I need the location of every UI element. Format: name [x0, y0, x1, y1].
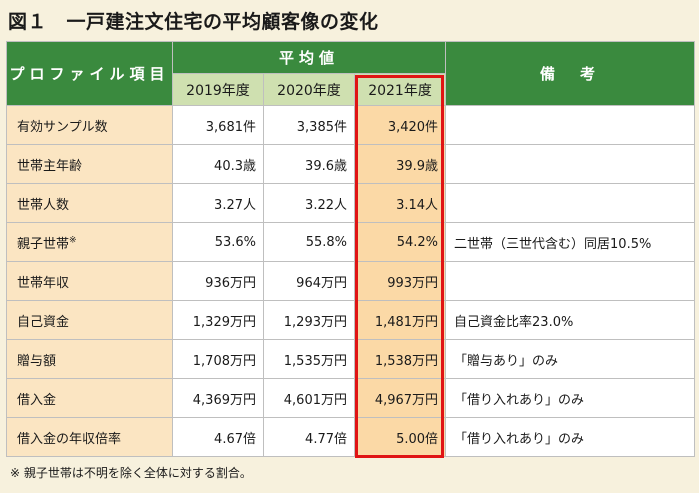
table-row: 世帯主年齢 40.3歳 39.6歳 39.9歳 — [6, 144, 696, 184]
value-2021: 1,538万円 — [353, 339, 447, 379]
remark-cell: 「贈与あり」のみ — [445, 339, 696, 379]
value-2021: 1,481万円 — [353, 300, 447, 340]
footnote-marker: ※ — [69, 235, 77, 246]
remark-cell: 自己資金比率23.0% — [445, 300, 696, 340]
row-label-text: 世帯人数 — [17, 197, 70, 213]
remark-cell: 二世帯（三世代含む）同居10.5% — [445, 222, 696, 262]
row-label-text: 贈与額 — [17, 353, 57, 369]
row-label-text: 借入金の年収倍率 — [17, 431, 122, 447]
remark-cell: 「借り入れあり」のみ — [445, 417, 696, 457]
header-year-2019: 2019年度 — [172, 73, 264, 106]
row-label: 自己資金 — [6, 300, 173, 340]
row-label: 世帯年収 — [6, 261, 173, 301]
footnote: ※ 親子世帯は不明を除く全体に対する割合。 — [10, 466, 252, 480]
table-row: 親子世帯※ 53.6% 55.8% 54.2% 二世帯（三世代含む）同居10.5% — [6, 222, 696, 262]
table-row: 世帯人数 3.27人 3.22人 3.14人 — [6, 183, 696, 223]
table-row: 自己資金 1,329万円 1,293万円 1,481万円 自己資金比率23.0% — [6, 300, 696, 340]
value-2020: 3,385件 — [263, 105, 355, 145]
value-2019: 4.67倍 — [172, 417, 264, 457]
customer-profile-table: プロファイル項目 平均値 備 考 2019年度 2020年度 2021年度 有効… — [6, 41, 696, 457]
value-2019: 1,329万円 — [172, 300, 264, 340]
value-2020: 39.6歳 — [263, 144, 355, 184]
value-2021: 39.9歳 — [353, 144, 447, 184]
header-year-2021: 2021年度 — [353, 73, 447, 106]
header-average: 平均値 — [171, 41, 447, 74]
remark-cell — [445, 183, 696, 223]
value-2020: 1,293万円 — [263, 300, 355, 340]
value-2020: 964万円 — [263, 261, 355, 301]
value-2021: 3.14人 — [353, 183, 447, 223]
row-label-text: 世帯主年齢 — [17, 158, 83, 174]
remark-cell — [445, 261, 696, 301]
value-2019: 40.3歳 — [172, 144, 264, 184]
row-label-text: 借入金 — [17, 392, 57, 408]
row-label-text: 自己資金 — [17, 314, 70, 330]
table-row: 世帯年収 936万円 964万円 993万円 — [6, 261, 696, 301]
value-2020: 4,601万円 — [263, 378, 355, 418]
row-label: 世帯主年齢 — [6, 144, 173, 184]
table-row: 贈与額 1,708万円 1,535万円 1,538万円 「贈与あり」のみ — [6, 339, 696, 379]
header-remarks: 備 考 — [445, 41, 696, 106]
header-profile-item: プロファイル項目 — [6, 41, 173, 106]
table-row: 借入金の年収倍率 4.67倍 4.77倍 5.00倍 「借り入れあり」のみ — [6, 417, 696, 457]
value-2019: 1,708万円 — [172, 339, 264, 379]
value-2021: 993万円 — [353, 261, 447, 301]
row-label-text: 世帯年収 — [17, 275, 70, 291]
row-label: 贈与額 — [6, 339, 173, 379]
table-row: 有効サンプル数 3,681件 3,385件 3,420件 — [6, 105, 696, 145]
row-label: 借入金の年収倍率 — [6, 417, 173, 457]
figure-title: 図１ 一戸建注文住宅の平均顧客像の変化 — [8, 11, 379, 33]
value-2020: 4.77倍 — [263, 417, 355, 457]
row-label-text: 有効サンプル数 — [17, 119, 108, 135]
value-2019: 936万円 — [172, 261, 264, 301]
row-label: 親子世帯※ — [6, 222, 173, 262]
value-2021: 4,967万円 — [353, 378, 447, 418]
row-label: 借入金 — [6, 378, 173, 418]
remark-cell — [445, 105, 696, 145]
remark-cell: 「借り入れあり」のみ — [445, 378, 696, 418]
row-label: 有効サンプル数 — [6, 105, 173, 145]
value-2021: 3,420件 — [353, 105, 447, 145]
value-2019: 53.6% — [172, 222, 264, 262]
value-2019: 3.27人 — [172, 183, 264, 223]
row-label-text: 親子世帯 — [17, 236, 70, 252]
table-row: 借入金 4,369万円 4,601万円 4,967万円 「借り入れあり」のみ — [6, 378, 696, 418]
value-2019: 3,681件 — [172, 105, 264, 145]
value-2020: 1,535万円 — [263, 339, 355, 379]
value-2020: 55.8% — [263, 222, 355, 262]
value-2020: 3.22人 — [263, 183, 355, 223]
value-2021: 54.2% — [353, 222, 447, 262]
remark-cell — [445, 144, 696, 184]
value-2021: 5.00倍 — [353, 417, 447, 457]
row-label: 世帯人数 — [6, 183, 173, 223]
header-year-2020: 2020年度 — [263, 73, 355, 106]
value-2019: 4,369万円 — [172, 378, 264, 418]
